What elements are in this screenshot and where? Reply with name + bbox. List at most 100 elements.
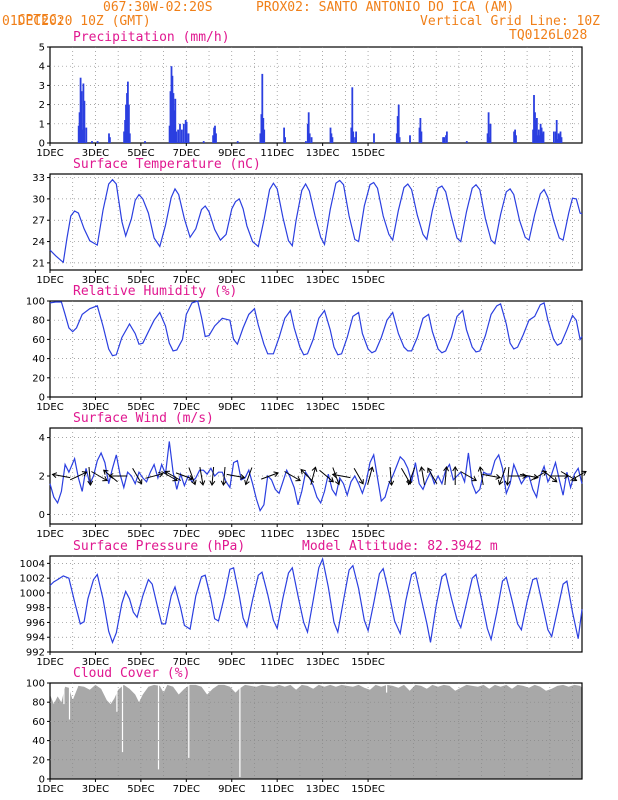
wind-arrow-shaft (319, 469, 334, 483)
precip-bar (443, 137, 445, 143)
y-tick-label: 5 (39, 43, 45, 54)
precip-bar (177, 129, 179, 143)
wind-arrow (530, 470, 548, 481)
wind-arrow-head (158, 471, 164, 478)
wind-arrow (504, 466, 511, 486)
precip-bar (284, 137, 286, 143)
y-tick-label: 1 (39, 119, 45, 130)
wind-arrow-shaft (132, 467, 143, 485)
y-tick-label: 996 (26, 618, 45, 629)
x-tick-label: 11DEC (260, 148, 294, 159)
wind-arrow-shaft (389, 466, 393, 486)
wind-arrow (427, 467, 438, 485)
precip-bar (487, 112, 490, 143)
wind-arrow-shaft (310, 467, 316, 485)
y-tick-label: 2 (39, 472, 45, 483)
x-tick-label: 1DEC (36, 148, 63, 159)
x-tick-label: 7DEC (173, 402, 200, 413)
wind-arrow-head (368, 466, 375, 472)
panel-frame (49, 300, 583, 398)
header-date: 01DEC2020 10Z (GMT) (2, 14, 151, 29)
panel-title-cloud: Cloud Cover (%) (73, 666, 191, 681)
x-tick-label: 11DEC (260, 784, 294, 795)
wind-arrow-shaft (530, 471, 547, 481)
header-line1: CPTEC: (2, 1, 65, 27)
x-tick-label: 3DEC (82, 148, 109, 159)
y-tick-label: 27 (32, 216, 45, 227)
x-tick-label: 1DEC (36, 275, 63, 286)
panel-temp (47, 173, 583, 273)
x-tick-label: 1DEC (36, 657, 63, 668)
precip-bar (83, 100, 86, 143)
y-tick-label: 0 (39, 393, 45, 404)
precip-bar (539, 123, 542, 143)
precip-bar (559, 131, 562, 143)
wind-arrow-head (244, 479, 250, 486)
x-tick-label: 15DEC (351, 148, 385, 159)
panel-title-humidity: Relative Humidity (%) (73, 284, 238, 299)
wind-arrow-shaft (188, 467, 196, 485)
x-tick-label: 9DEC (218, 529, 245, 540)
wind-arrow-head (102, 476, 108, 482)
wind-arrow-shaft (332, 473, 351, 479)
panel-title-precipitation: Precipitation (mm/h) (73, 30, 230, 45)
precip-bar (202, 141, 205, 143)
wind-arrow (261, 471, 279, 480)
cloud-gap (68, 683, 71, 720)
wind-arrow (443, 466, 450, 486)
precip-bar (175, 131, 178, 143)
cloud-gap (121, 683, 124, 753)
y-tick-label: 60 (32, 335, 45, 346)
y-tick-label: 100 (26, 679, 45, 690)
wind-arrow (209, 466, 216, 486)
wind-arrow-shaft (570, 471, 587, 481)
wind-arrow (542, 469, 558, 483)
x-tick-label: 1DEC (36, 784, 63, 795)
header-grid-line: Vertical Grid Line: 10Z (420, 14, 601, 29)
y-tick-label: 3 (39, 81, 45, 92)
panel-pres (47, 555, 583, 655)
precip-bar (442, 137, 444, 143)
wind-arrow (367, 466, 375, 485)
wind-arrow-shaft (427, 467, 438, 485)
x-tick-label: 5DEC (127, 529, 154, 540)
y-tick-label: 20 (32, 373, 45, 384)
x-tick-label: 1DEC (36, 529, 63, 540)
wind-arrow-shaft (479, 467, 484, 485)
wind-arrow-shaft (353, 467, 364, 485)
precip-bar (187, 133, 190, 143)
precip-bar (96, 141, 99, 143)
wind-arrow (482, 473, 501, 480)
y-tick-label: 30 (32, 194, 45, 205)
x-tick-label: 3DEC (82, 275, 109, 286)
wind-arrow-head (533, 474, 539, 480)
x-tick-label: 7DEC (173, 657, 200, 668)
wind-arrow (199, 467, 206, 486)
wind-arrow (570, 470, 587, 481)
cloud-gap (63, 683, 65, 705)
precip-bar (181, 129, 183, 143)
precip-bar (128, 104, 130, 143)
x-tick-label: 13DEC (306, 529, 340, 540)
wind-arrow (407, 467, 416, 486)
wind-arrow-shaft (408, 467, 416, 485)
y-tick-label: 40 (32, 354, 45, 365)
y-tick-label: 24 (32, 237, 45, 248)
wind-arrow (388, 466, 395, 486)
wind-arrow-head (427, 467, 433, 473)
x-tick-label: 7DEC (173, 275, 200, 286)
y-tick-label: 80 (32, 316, 45, 327)
wind-arrow (164, 470, 182, 481)
precip-bar (555, 120, 558, 143)
wind-arrow-head (51, 472, 58, 478)
cloud-gap (116, 683, 118, 712)
y-tick-label: 4 (39, 433, 45, 444)
precip-bar (185, 121, 188, 143)
wind-arrow-shaft (165, 471, 182, 481)
x-tick-label: 13DEC (306, 148, 340, 159)
wind-arrow-head (581, 470, 587, 476)
wind-arrow-shaft (542, 469, 558, 483)
x-tick-label: 15DEC (351, 402, 385, 413)
precip-bar (125, 104, 127, 143)
